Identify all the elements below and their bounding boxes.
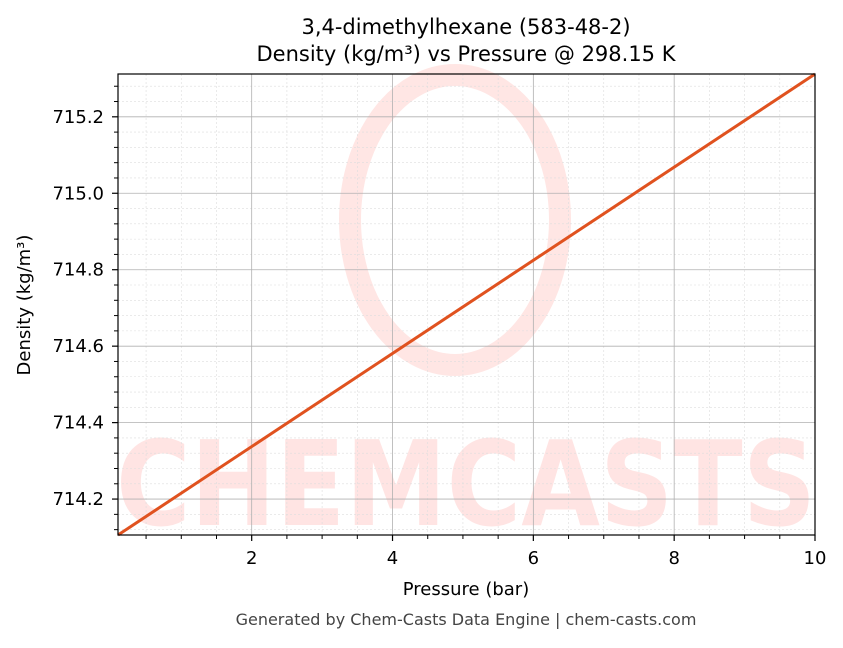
- y-axis-label: Density (kg/m³): [14, 235, 35, 376]
- x-tick-label: 4: [387, 548, 398, 569]
- y-tick-label: 714.4: [52, 413, 104, 434]
- plot-frame: [117, 73, 816, 536]
- chart-title: 3,4-dimethylhexane (583-48-2): [301, 15, 630, 39]
- x-tick-label: 2: [246, 548, 257, 569]
- y-tick-label: 714.6: [52, 336, 104, 357]
- y-tick-label: 715.2: [52, 107, 104, 128]
- footer-text: Generated by Chem-Casts Data Engine | ch…: [236, 610, 697, 629]
- y-tick-label: 714.8: [52, 260, 104, 281]
- density-line: [117, 72, 816, 537]
- x-tick-label: 6: [528, 548, 539, 569]
- y-tick-label: 714.2: [52, 489, 104, 510]
- y-tick-label: 715.0: [52, 183, 104, 204]
- chemcasts-watermark: CHEMCASTS: [116, 64, 816, 553]
- x-tick-label: 8: [668, 548, 679, 569]
- x-axis-label: Pressure (bar): [403, 579, 529, 600]
- x-tick-label: 10: [804, 548, 827, 569]
- chart-subtitle: Density (kg/m³) vs Pressure @ 298.15 K: [256, 42, 676, 66]
